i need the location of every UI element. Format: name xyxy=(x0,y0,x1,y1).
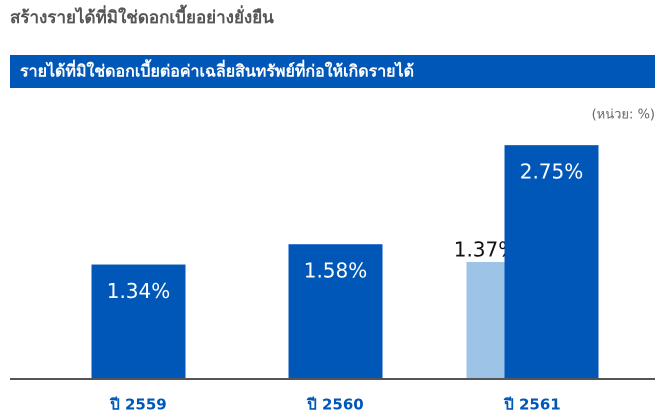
subtitle-banner xyxy=(10,55,655,88)
bar xyxy=(288,244,383,378)
x-tick-label: ปี 2561 xyxy=(503,396,560,414)
value-label: 1.58% xyxy=(304,259,368,283)
bar xyxy=(466,262,505,378)
chart-subtitle: รายได้ที่มิใช่ดอกเบี้ยต่อค่าเฉลี่ยสินทรั… xyxy=(20,59,414,81)
value-label: 1.37% xyxy=(454,238,518,262)
bar xyxy=(504,145,599,378)
x-tick-label: ปี 2559 xyxy=(109,396,166,414)
chart-title: สร้างรายได้ที่มิใช่ดอกเบี้ยอย่างยั่งยืน xyxy=(10,4,274,28)
value-label: 1.34% xyxy=(107,279,171,303)
unit-note: (หน่วย: %) xyxy=(592,108,655,123)
bar xyxy=(91,264,186,378)
x-tick-label: ปี 2560 xyxy=(306,396,363,414)
value-label: 2.75% xyxy=(520,160,584,184)
